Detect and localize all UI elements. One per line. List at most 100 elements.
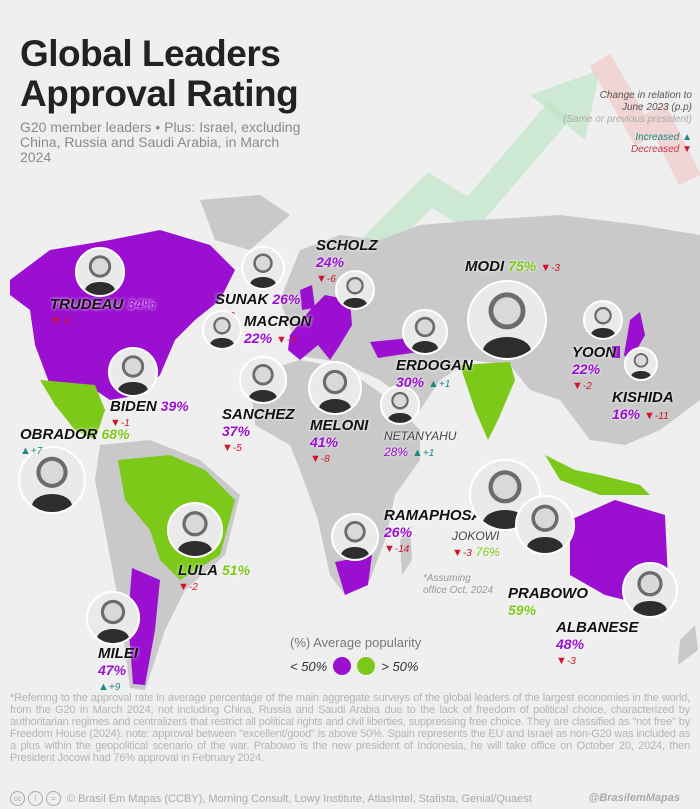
change-value: -2 bbox=[188, 582, 198, 593]
green-arrow-head bbox=[530, 70, 600, 140]
triangle-down-icon: ▼ bbox=[452, 547, 463, 559]
change-value: +1 bbox=[438, 379, 451, 390]
legend-title: (%) Average popularity bbox=[290, 635, 422, 650]
label-line: SANCHEZ bbox=[222, 407, 295, 423]
cc-icon: cc bbox=[10, 791, 25, 806]
label-line: 30% ▲+1 bbox=[396, 374, 473, 390]
leader-name: SUNAK bbox=[215, 291, 269, 308]
leader-name: JOKOWI bbox=[452, 529, 500, 543]
label-line: ▼-2 bbox=[178, 578, 250, 594]
label-line: 26% bbox=[384, 524, 482, 540]
leader-name: KISHIDA bbox=[612, 389, 674, 406]
label-line: 59% bbox=[508, 602, 588, 618]
change-indicator: ▼-8 bbox=[310, 453, 330, 465]
label-line: MACRON bbox=[244, 314, 312, 330]
leader-label: TRUDEAU 34% ▼-6 bbox=[50, 296, 155, 328]
leader-label: ALBANESE 48% ▼-3 bbox=[556, 620, 639, 668]
label-line: ▼-6 bbox=[316, 270, 378, 286]
change-value: -5 bbox=[232, 443, 242, 454]
greenland-land bbox=[200, 195, 290, 250]
leader-label: BIDEN 39% ▼-1 bbox=[110, 398, 189, 430]
change-value: -3 bbox=[566, 656, 576, 667]
label-line: JOKOWI bbox=[452, 528, 500, 544]
photo-biden bbox=[108, 347, 158, 397]
leader-name: BIDEN bbox=[110, 398, 157, 415]
approval-value: 47% bbox=[98, 662, 127, 678]
label-line: ▲+7 bbox=[20, 442, 130, 458]
sources: © Brasil Em Mapas (CCBY), Morning Consul… bbox=[67, 792, 532, 805]
label-line: 24% bbox=[316, 254, 378, 270]
subtitle: G20 member leaders • Plus: Israel, exclu… bbox=[20, 119, 301, 165]
leader-name: MELONI bbox=[310, 417, 369, 434]
leader-name: RAMAPHOSA bbox=[384, 507, 483, 524]
leader-name: ERDOGAN bbox=[396, 357, 473, 374]
label-line: YOON bbox=[572, 345, 616, 361]
photo-trudeau bbox=[75, 247, 125, 297]
photo-erdogan bbox=[402, 309, 448, 355]
triangle-down-icon: ▼ bbox=[310, 453, 321, 465]
photo-prabowo bbox=[515, 495, 575, 555]
page-title: Global Leaders Approval Rating bbox=[20, 33, 299, 114]
japan bbox=[624, 312, 645, 362]
label-line: 22% ▼-3 bbox=[244, 330, 312, 346]
label-line: RAMAPHOSA bbox=[384, 508, 482, 524]
label-line: BIDEN 39% bbox=[110, 398, 189, 415]
leader-name: PRABOWO bbox=[508, 585, 588, 602]
leader-label: KISHIDA 16% ▼-11 bbox=[612, 390, 674, 423]
change-value: -11 bbox=[654, 411, 669, 422]
change-indicator: ▼-2 bbox=[178, 581, 198, 593]
legend-above-label: > 50% bbox=[381, 658, 419, 674]
label-line: ALBANESE bbox=[556, 620, 639, 636]
triangle-down-icon: ▼ bbox=[276, 334, 287, 346]
label-line: ▼-6 bbox=[50, 312, 155, 328]
change-value: -3 bbox=[551, 263, 560, 274]
approval-value: 16% bbox=[612, 406, 641, 422]
triangle-up-icon: ▲ bbox=[428, 378, 439, 390]
photo-scholz bbox=[335, 270, 375, 310]
label-line: ▼-3 bbox=[556, 652, 639, 668]
leader-name: MILEI bbox=[98, 645, 138, 662]
title-line-2: Approval Rating bbox=[20, 73, 299, 114]
approval-value: 68% bbox=[101, 426, 130, 442]
prabowo-note: *Assuming office Oct, 2024 bbox=[423, 573, 493, 597]
photo-yoon bbox=[583, 300, 623, 340]
label-line: ERDOGAN bbox=[396, 358, 473, 374]
triangle-up-icon: ▲ bbox=[98, 681, 109, 693]
leader-name: MODI bbox=[465, 258, 505, 275]
triangle-down-icon: ▼ bbox=[316, 273, 327, 285]
change-indicator: ▼-6 bbox=[316, 273, 336, 285]
green-dot-icon bbox=[357, 657, 376, 675]
leader-label: RAMAPHOSA 26% ▼-14 bbox=[384, 508, 482, 556]
approval-value: 41% bbox=[310, 434, 339, 450]
change-value: +7 bbox=[30, 446, 43, 457]
triangle-down-icon: ▼ bbox=[644, 410, 655, 422]
photo-obrador bbox=[18, 446, 86, 514]
change-indicator: ▲+1 bbox=[412, 447, 434, 459]
triangle-up-icon: ▲ bbox=[20, 445, 31, 457]
decreased-key: Decreased ▼ bbox=[563, 144, 692, 156]
photo-lula bbox=[167, 502, 223, 558]
madagascar-land bbox=[400, 530, 412, 575]
leader-name: MACRON bbox=[244, 313, 312, 330]
label-line: 37% bbox=[222, 423, 295, 439]
brand-handle: @BrasilemMapas bbox=[588, 792, 680, 804]
leader-label: MODI 75% ▼-3 bbox=[465, 258, 560, 275]
leader-name: YOON bbox=[572, 344, 617, 361]
change-indicator: ▼-14 bbox=[384, 543, 409, 555]
change-legend-heading-1: Change in relation to bbox=[599, 90, 692, 101]
photo-kishida bbox=[624, 347, 658, 381]
leader-label: NETANYAHU 28% ▲+1 bbox=[384, 428, 456, 460]
change-value: -8 bbox=[320, 454, 330, 465]
triangle-up-icon: ▲ bbox=[412, 447, 423, 459]
label-line: PRABOWO bbox=[508, 586, 588, 602]
indonesia bbox=[545, 455, 650, 495]
change-value: -3 bbox=[286, 335, 296, 346]
approval-value: 30% bbox=[396, 374, 425, 390]
leader-label: PRABOWO 59% bbox=[508, 586, 588, 619]
change-indicator: ▼-6 bbox=[50, 315, 70, 327]
change-value: -3 bbox=[462, 548, 472, 559]
label-line: MODI 75% ▼-3 bbox=[465, 258, 560, 275]
label-line: KISHIDA bbox=[612, 390, 674, 406]
leader-name: ALBANESE bbox=[556, 619, 639, 636]
title-line-1: Global Leaders bbox=[20, 33, 281, 74]
